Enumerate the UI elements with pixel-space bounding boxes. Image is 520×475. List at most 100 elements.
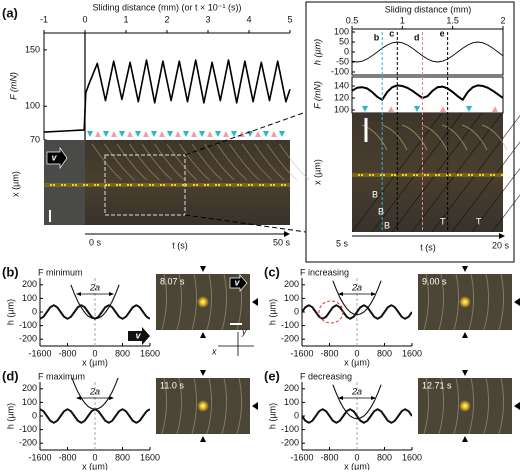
y-tick-label: -200 bbox=[281, 334, 299, 344]
streak bbox=[411, 112, 503, 233]
streak bbox=[216, 143, 248, 181]
axis-indicator-label: y bbox=[241, 326, 247, 336]
marker-triangle bbox=[200, 266, 206, 272]
streak bbox=[154, 143, 185, 181]
y-tick-label: 100 bbox=[334, 104, 349, 114]
y-tick-label: 150 bbox=[25, 44, 40, 54]
zoom-link bbox=[184, 111, 307, 156]
marker-triangle bbox=[95, 131, 101, 137]
marker-triangle bbox=[183, 131, 189, 137]
y-tick-label: 100 bbox=[334, 26, 349, 36]
streak bbox=[483, 273, 490, 331]
image-y-label: x (µm) bbox=[312, 159, 322, 185]
phase-label: c bbox=[389, 28, 394, 38]
panel-title: F increasing bbox=[300, 267, 349, 277]
marker-triangle bbox=[111, 131, 117, 137]
x-tick-label: -1600 bbox=[290, 452, 313, 462]
force-curve bbox=[351, 84, 504, 101]
x-tick-label: 1600 bbox=[140, 452, 160, 462]
width-label: 2a bbox=[351, 282, 362, 292]
streak bbox=[491, 194, 520, 233]
panel-title: F minimum bbox=[38, 267, 83, 277]
marker-triangle bbox=[143, 131, 149, 137]
time-label: 9.00 s bbox=[422, 276, 447, 286]
arrow-head bbox=[499, 233, 505, 239]
x-tick-label: 0 bbox=[82, 14, 87, 24]
time-label: 8.07 s bbox=[160, 276, 185, 286]
profile-group bbox=[40, 378, 150, 450]
x-tick-label: 800 bbox=[377, 452, 392, 462]
streak bbox=[468, 377, 475, 435]
inset-frame bbox=[305, 1, 515, 263]
velocity-arrow bbox=[46, 146, 68, 170]
x-tick-label: 800 bbox=[115, 348, 130, 358]
velocity-label: v bbox=[234, 277, 240, 287]
streak bbox=[104, 143, 135, 181]
velocity-label: v bbox=[135, 330, 141, 340]
streak bbox=[391, 112, 483, 233]
force-curve bbox=[43, 59, 291, 133]
streak bbox=[254, 143, 285, 181]
y-tick-label: 100 bbox=[22, 293, 37, 303]
marker-triangle bbox=[462, 332, 468, 338]
marker-triangle bbox=[231, 131, 237, 137]
x-tick-label: -800 bbox=[58, 452, 76, 462]
streak bbox=[423, 273, 430, 331]
x-axis-label: x (µm) bbox=[82, 461, 108, 470]
marker-triangle bbox=[200, 436, 206, 442]
x-tick-label: 0 bbox=[92, 348, 97, 358]
marker-triangle bbox=[279, 131, 285, 137]
panel-label: (b) bbox=[2, 264, 19, 279]
marker-triangle bbox=[135, 131, 141, 137]
streak bbox=[438, 273, 445, 331]
image-label: T bbox=[440, 216, 446, 226]
streak bbox=[483, 377, 490, 435]
y-tick-label: 50 bbox=[339, 36, 349, 46]
streak bbox=[179, 143, 210, 181]
marker-triangle bbox=[119, 131, 125, 137]
y-tick-label: 0 bbox=[294, 410, 299, 420]
contact-spot bbox=[197, 400, 209, 412]
contact-spot bbox=[197, 296, 209, 308]
streak bbox=[438, 377, 445, 435]
profile-group bbox=[302, 382, 412, 450]
marker-triangle bbox=[199, 131, 205, 137]
y-tick-label: 200 bbox=[22, 383, 37, 393]
x-tick-label: 0.5 bbox=[346, 15, 359, 25]
marker-triangle bbox=[263, 131, 269, 137]
streak bbox=[441, 124, 468, 151]
marker-triangle bbox=[492, 106, 498, 112]
y-tick-label: -50 bbox=[336, 56, 349, 66]
streak bbox=[176, 377, 183, 435]
streak bbox=[191, 143, 223, 181]
y-tick-label: -100 bbox=[19, 424, 37, 434]
probe-profile bbox=[70, 284, 120, 320]
x-tick-label: 1600 bbox=[140, 348, 160, 358]
streak bbox=[206, 377, 213, 435]
x-tick-label: 0 bbox=[92, 452, 97, 462]
streak bbox=[498, 273, 505, 331]
y-tick-label: 200 bbox=[284, 279, 299, 289]
streak bbox=[498, 377, 505, 435]
y-tick-label: 120 bbox=[334, 92, 349, 102]
streak bbox=[129, 143, 160, 181]
streak bbox=[141, 143, 173, 181]
x-tick-label: -1600 bbox=[290, 348, 313, 358]
streak bbox=[279, 143, 310, 181]
marker-triangle bbox=[514, 298, 520, 306]
x-tick-label: 1 bbox=[123, 14, 128, 24]
y-axis-label: h (µm) bbox=[312, 39, 322, 65]
y-axis-label: F (mN) bbox=[8, 72, 18, 100]
x-tick-label: -1600 bbox=[28, 348, 51, 358]
streak bbox=[236, 377, 243, 435]
probe-profile bbox=[71, 378, 119, 410]
streak bbox=[453, 273, 460, 331]
x-tick-label: -1 bbox=[40, 14, 48, 24]
width-label: 2a bbox=[89, 386, 100, 396]
profile-group bbox=[40, 278, 150, 346]
y-axis-label: h (µm) bbox=[5, 403, 15, 429]
panel-label: (d) bbox=[2, 368, 19, 383]
marker-triangle bbox=[462, 370, 468, 376]
marker-triangle bbox=[414, 106, 420, 112]
contact-spot bbox=[459, 400, 471, 412]
